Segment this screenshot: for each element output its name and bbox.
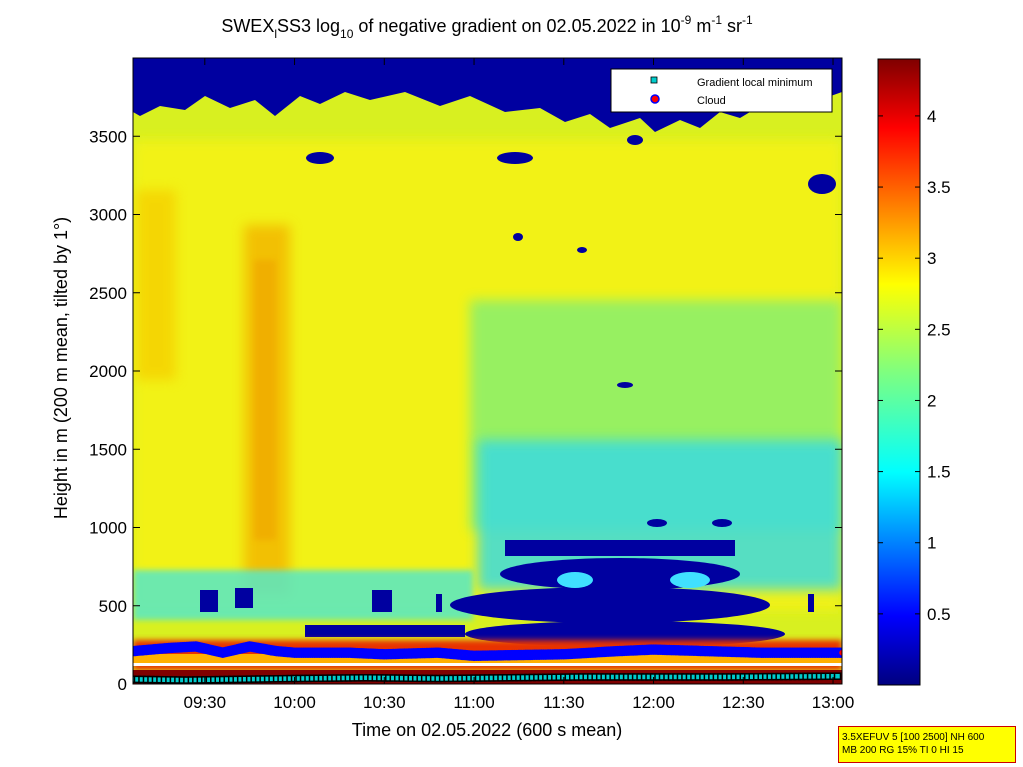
dark-blue-region-8 bbox=[200, 590, 218, 612]
dark-blue-spot-9 bbox=[647, 519, 667, 527]
legend-marker-cloud bbox=[650, 94, 660, 104]
gradient-minimum-marker bbox=[833, 672, 842, 680]
cyan-spot-1 bbox=[557, 572, 593, 588]
colorbar-tick-label: 3 bbox=[927, 249, 936, 268]
y-axis-ticks: 0 500 1000 1500 2000 2500 3000 3500 bbox=[89, 127, 842, 694]
y-tick-label: 500 bbox=[99, 597, 127, 616]
y-axis-label: Height in m (200 m mean, tilted by 1°) bbox=[51, 217, 71, 519]
colorbar-tick-label: 2 bbox=[927, 391, 936, 410]
dark-blue-region-5 bbox=[305, 625, 465, 637]
dark-blue-region-10 bbox=[808, 594, 814, 612]
cyan-spot-2 bbox=[670, 572, 710, 588]
dark-blue-spot-7 bbox=[577, 247, 587, 253]
x-tick-label: 09:30 bbox=[184, 693, 227, 712]
colorbar-tick-label: 3.5 bbox=[927, 178, 951, 197]
dark-blue-region-1 bbox=[450, 587, 770, 623]
info-line-1: 3.5XEFUV 5 [100 2500] NH 600 bbox=[842, 732, 985, 743]
x-tick-label: 11:00 bbox=[453, 693, 494, 712]
heatmap-orange-column-core bbox=[254, 260, 276, 540]
heatmap-cyan-lower-left bbox=[133, 570, 473, 620]
dark-blue-spot-3 bbox=[808, 174, 836, 194]
dark-blue-region-6 bbox=[372, 590, 392, 612]
x-tick-label: 11:30 bbox=[543, 693, 584, 712]
dark-blue-spot-2 bbox=[497, 152, 533, 164]
y-tick-label: 3500 bbox=[89, 127, 127, 146]
colorbar-tick-label: 1 bbox=[927, 534, 936, 553]
gradient-minimum-markers bbox=[133, 672, 842, 684]
y-tick-label: 3000 bbox=[89, 206, 127, 225]
chart-title: SWEXlSS3 log10 of negative gradient on 0… bbox=[221, 13, 753, 41]
colorbar-tick-label: 1.5 bbox=[927, 463, 951, 482]
colorbar-tick-label: 4 bbox=[927, 107, 936, 126]
dark-blue-region-4 bbox=[505, 540, 735, 556]
y-tick-label: 1500 bbox=[89, 440, 127, 459]
x-tick-label: 10:00 bbox=[273, 693, 316, 712]
dark-blue-region-7 bbox=[235, 588, 253, 608]
dark-blue-spot-4 bbox=[627, 135, 643, 145]
y-tick-label: 2000 bbox=[89, 362, 127, 381]
heatmap-plot-area bbox=[133, 58, 842, 684]
y-tick-label: 2500 bbox=[89, 284, 127, 303]
y-tick-label: 1000 bbox=[89, 519, 127, 538]
x-tick-label: 13:00 bbox=[812, 693, 855, 712]
legend-marker-gradient-minimum bbox=[650, 76, 658, 84]
dark-blue-region-9 bbox=[436, 594, 442, 612]
dark-blue-spot-6 bbox=[513, 233, 523, 241]
legend: Gradient local minimum Cloud bbox=[610, 68, 833, 113]
y-tick-label: 0 bbox=[118, 675, 127, 694]
surface-white-line bbox=[133, 663, 842, 666]
dark-blue-spot-1 bbox=[306, 152, 334, 164]
x-tick-label: 12:00 bbox=[632, 693, 675, 712]
dark-blue-spot-5 bbox=[617, 382, 633, 388]
cloud-markers bbox=[133, 641, 842, 662]
legend-label-gradient-minimum: Gradient local minimum bbox=[697, 77, 813, 89]
dark-blue-spot-8 bbox=[712, 519, 732, 527]
x-tick-label: 12:30 bbox=[722, 693, 765, 712]
x-tick-label: 10:30 bbox=[363, 693, 406, 712]
x-axis-label: Time on 02.05.2022 (600 s mean) bbox=[352, 720, 623, 740]
colorbar-ticks: 0.5 1 1.5 2 2.5 3 3.5 4 bbox=[878, 107, 951, 624]
colorbar bbox=[877, 58, 921, 686]
info-line-2: MB 200 RG 15% TI 0 HI 15 bbox=[842, 745, 964, 756]
heatmap-orange-left bbox=[136, 190, 176, 380]
colorbar-tick-label: 0.5 bbox=[927, 605, 951, 624]
x-axis-ticks: 09:30 10:00 10:30 11:00 11:30 12:00 12:30 13:00 bbox=[184, 58, 855, 712]
legend-box bbox=[610, 68, 833, 113]
info-box: 3.5XEFUV 5 [100 2500] NH 600 MB 200 RG 1… bbox=[838, 726, 1016, 763]
colorbar-tick-label: 2.5 bbox=[927, 320, 951, 339]
cloud-marker bbox=[836, 647, 842, 658]
legend-label-cloud: Cloud bbox=[697, 95, 726, 107]
